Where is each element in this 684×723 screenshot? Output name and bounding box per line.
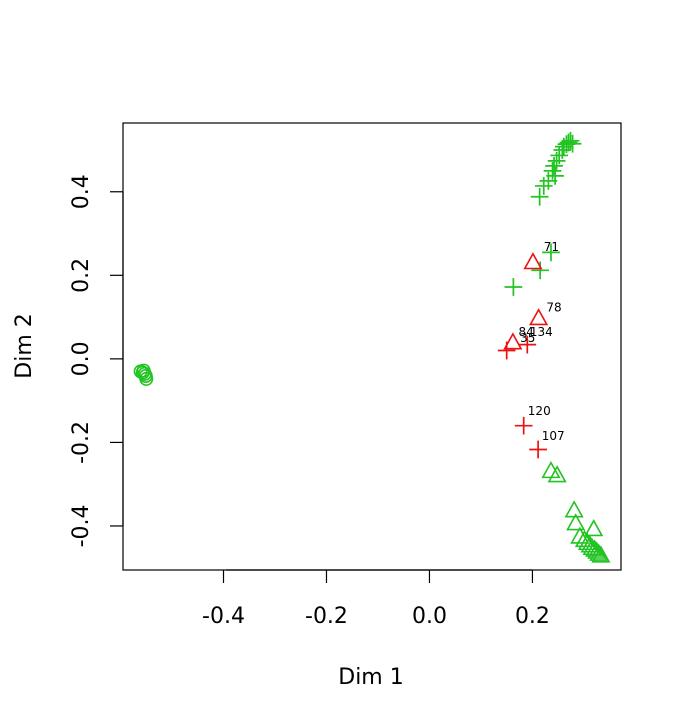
x-axis-title: Dim 1	[338, 665, 403, 690]
x-tick-label: 0.0	[412, 604, 447, 629]
plus-point	[542, 243, 560, 262]
triangle-point	[523, 252, 543, 270]
triangle-point	[570, 526, 590, 544]
triangle-point	[541, 460, 561, 479]
point-label: 71	[544, 240, 559, 254]
triangle-point	[547, 465, 567, 483]
plus-point	[529, 440, 547, 459]
point-label: 134	[530, 325, 553, 339]
triangle-point	[589, 543, 609, 561]
point-label: 78	[546, 301, 561, 315]
plus-point	[514, 416, 533, 435]
plus-point	[534, 177, 553, 195]
y-tick-label: 0.2	[69, 258, 94, 293]
x-ticks: -0.4 -0.2 0.0 0.2	[202, 570, 550, 629]
x-tick-label: -0.4	[202, 604, 245, 629]
y-tick-label: -0.2	[69, 421, 94, 464]
plot-frame	[122, 122, 622, 571]
y-axis-title: Dim 2	[12, 313, 37, 378]
data-points	[133, 131, 611, 563]
plus-point	[530, 187, 549, 206]
y-tick-label: 0.0	[69, 341, 94, 376]
plus-point	[563, 134, 582, 153]
triangle-point	[566, 513, 586, 531]
plus-point	[531, 261, 550, 280]
y-ticks: -0.4 -0.2 0.0 0.2 0.4	[69, 174, 123, 547]
triangle-point	[564, 500, 584, 518]
plus-point	[561, 131, 580, 150]
x-tick-label: 0.2	[515, 604, 550, 629]
plus-point	[518, 335, 537, 354]
point-label: 120	[528, 404, 551, 418]
y-tick-label: 0.4	[69, 174, 94, 209]
plus-point	[497, 341, 516, 360]
triangle-point	[584, 519, 604, 537]
point-label: 35	[520, 331, 535, 345]
x-tick-label: -0.2	[305, 604, 348, 629]
triangle-point	[503, 332, 523, 350]
circle-point	[139, 371, 154, 386]
point-label: 84	[519, 325, 534, 339]
plus-point	[504, 278, 523, 296]
point-label: 107	[542, 429, 565, 443]
triangle-point	[582, 537, 602, 556]
y-tick-label: -0.4	[69, 504, 94, 547]
triangle-point	[591, 545, 611, 563]
triangle-point	[529, 308, 549, 326]
